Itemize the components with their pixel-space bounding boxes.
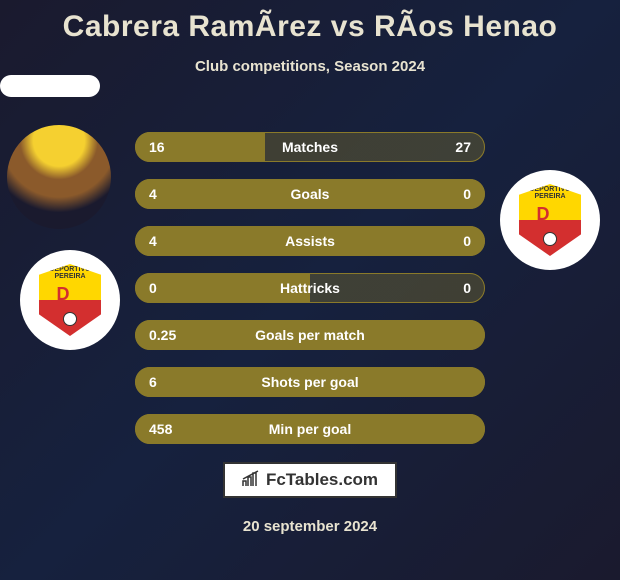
stat-label: Goals per match	[255, 327, 365, 343]
shield-d-letter: D	[536, 204, 549, 225]
soccer-ball-icon	[63, 312, 77, 326]
stat-value-left: 4	[149, 233, 157, 249]
subtitle: Club competitions, Season 2024	[0, 58, 620, 75]
shield-p-letter: P	[71, 284, 83, 305]
stat-row: 16 Matches 27	[135, 132, 485, 162]
stat-label: Assists	[285, 233, 335, 249]
page-title: Cabrera RamÃ­rez vs RÃ­os Henao	[0, 0, 620, 44]
shield-name: DEPORTIVO PEREIRA	[519, 186, 581, 200]
stat-row: 0 Hattricks 0	[135, 273, 485, 303]
shield-name: DEPORTIVO PEREIRA	[39, 266, 101, 280]
stat-value-right: 0	[463, 280, 471, 296]
player-avatar-left	[7, 125, 111, 229]
stat-value-left: 4	[149, 186, 157, 202]
player-avatar-right	[0, 75, 100, 97]
stat-row: 0.25 Goals per match	[135, 320, 485, 350]
stat-label: Hattricks	[280, 280, 340, 296]
stat-label: Matches	[282, 139, 338, 155]
stat-row: 4 Assists 0	[135, 226, 485, 256]
date: 20 september 2024	[0, 518, 620, 535]
shield-icon: DEPORTIVO PEREIRA D P	[39, 264, 101, 336]
stat-label: Min per goal	[269, 421, 351, 437]
stat-row: 458 Min per goal	[135, 414, 485, 444]
stat-value-left: 0	[149, 280, 157, 296]
club-badge-left: DEPORTIVO PEREIRA D P	[20, 250, 120, 350]
chart-icon	[242, 469, 260, 491]
stat-row: 4 Goals 0	[135, 179, 485, 209]
shield-p-letter: P	[551, 204, 563, 225]
shield-d-letter: D	[56, 284, 69, 305]
stat-value-left: 458	[149, 421, 172, 437]
stat-label: Goals	[291, 186, 330, 202]
stat-row: 6 Shots per goal	[135, 367, 485, 397]
stat-value-right: 0	[463, 186, 471, 202]
shield-icon: DEPORTIVO PEREIRA D P	[519, 184, 581, 256]
stat-value-left: 0.25	[149, 327, 176, 343]
stat-label: Shots per goal	[261, 374, 358, 390]
stat-value-right: 27	[455, 139, 471, 155]
club-badge-right: DEPORTIVO PEREIRA D P	[500, 170, 600, 270]
brand-text: FcTables.com	[266, 470, 378, 490]
shield-letters: D P	[56, 284, 83, 305]
shield-letters: D P	[536, 204, 563, 225]
stat-value-left: 6	[149, 374, 157, 390]
soccer-ball-icon	[543, 232, 557, 246]
stat-value-left: 16	[149, 139, 165, 155]
brand-box: FcTables.com	[223, 462, 397, 498]
stat-value-right: 0	[463, 233, 471, 249]
